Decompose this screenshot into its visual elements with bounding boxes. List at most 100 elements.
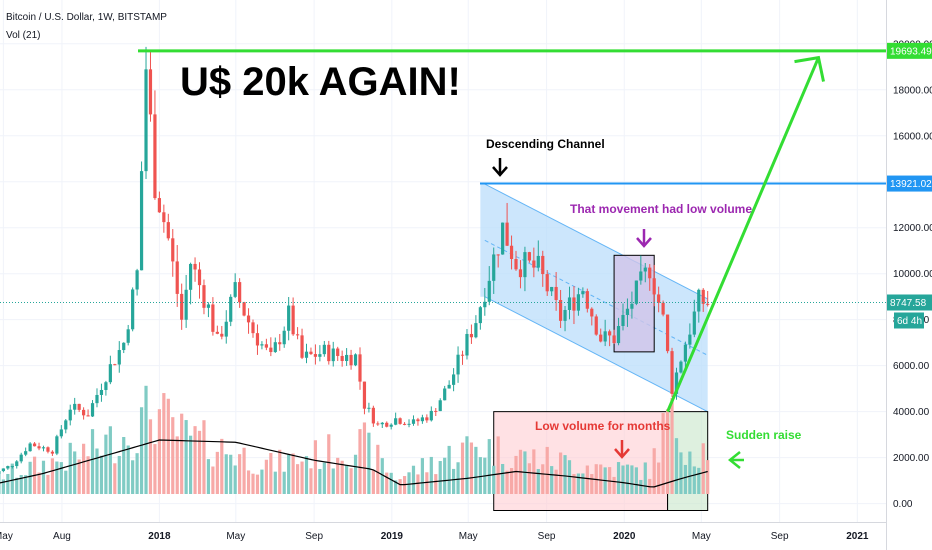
volume-bar — [581, 473, 585, 494]
volume-bar — [64, 470, 68, 494]
volume-bar — [184, 420, 188, 494]
candle-body — [501, 222, 505, 255]
volume-bar — [371, 469, 375, 494]
candle-body — [220, 333, 224, 337]
volume-bar — [576, 473, 581, 494]
volume-bar — [398, 479, 402, 494]
candle-body — [434, 410, 438, 412]
volume-bar — [211, 466, 215, 494]
volume-bar — [206, 459, 211, 494]
candle-body — [41, 447, 46, 449]
candle-body — [304, 351, 309, 358]
candle-body — [683, 344, 688, 362]
volume-bar — [599, 464, 603, 494]
symbol-title: Bitcoin / U.S. Dollar, 1W, BITSTAMP — [6, 12, 167, 23]
channel-upper-line — [484, 183, 708, 300]
volume-bar — [443, 457, 447, 494]
candle-body — [376, 423, 380, 425]
volume-bar — [425, 472, 429, 494]
candle-body — [104, 382, 108, 390]
candle-body — [362, 381, 367, 409]
candle-body — [1, 468, 5, 472]
volume-bar — [478, 457, 482, 494]
volume-bar — [505, 470, 509, 494]
candle-body — [206, 304, 211, 308]
volume-bar — [634, 467, 638, 494]
volume-bar — [550, 466, 554, 494]
volume-bar — [162, 393, 166, 494]
candle-body — [322, 344, 326, 355]
candle-body — [697, 289, 701, 312]
volume-bar — [304, 456, 309, 494]
volume-bar — [501, 463, 505, 494]
volume-bar — [572, 474, 576, 494]
candle-body — [126, 329, 130, 343]
candle-body — [229, 296, 233, 322]
candle-body — [171, 238, 175, 262]
candle-body — [32, 443, 37, 447]
volume-bar — [131, 460, 135, 494]
candle-body — [10, 466, 14, 468]
volume-bar — [215, 451, 219, 494]
y-tick-label: 0.00 — [893, 499, 913, 510]
plot-background — [0, 0, 886, 522]
candle-body — [443, 388, 447, 401]
x-tick-label: Sep — [538, 531, 556, 542]
volume-bar — [353, 454, 358, 494]
volume-bar — [126, 445, 130, 494]
candle-body — [64, 420, 68, 430]
candle-body — [474, 323, 478, 338]
candle-body — [483, 301, 487, 308]
volume-bar — [674, 438, 679, 494]
volume-bar — [496, 436, 500, 494]
volume-bar — [295, 464, 300, 494]
volume-bar — [558, 452, 563, 494]
volume-bar — [41, 460, 46, 494]
candle-body — [550, 286, 554, 292]
candle-body — [331, 348, 335, 362]
candle-body — [603, 331, 607, 342]
candle-body — [612, 335, 616, 344]
volume-bar — [447, 445, 451, 494]
candle-body — [0, 471, 1, 474]
candle-body — [291, 305, 295, 335]
candle-body — [398, 418, 402, 424]
annotation-boxes — [493, 254, 709, 511]
candle-body — [648, 267, 652, 279]
volume-bar — [171, 417, 175, 494]
volume-bar — [416, 474, 420, 494]
candle-body — [224, 321, 228, 337]
candle-body — [706, 303, 710, 305]
volume-bar — [327, 434, 331, 494]
candle-body — [465, 333, 469, 356]
volume-bar — [434, 474, 438, 494]
candle-body — [411, 419, 416, 424]
volume-bar — [536, 469, 540, 494]
projection-arrow-head — [794, 55, 825, 82]
candle-body — [24, 451, 28, 455]
last-price-tag: 8747.58 — [890, 298, 927, 309]
candle-body — [353, 354, 358, 366]
volume-bar — [117, 455, 121, 494]
x-tick-label: 2019 — [381, 531, 404, 542]
candle-body — [157, 198, 161, 213]
volume-bar — [139, 407, 144, 494]
candle-body — [148, 69, 153, 115]
volume-indicator-label[interactable]: Vol (21) — [6, 30, 40, 41]
candle-body — [55, 436, 59, 454]
candle-body — [692, 311, 696, 335]
volume-bar — [322, 462, 326, 494]
candle-body — [166, 222, 170, 239]
volume-bar — [652, 448, 656, 494]
candle-body — [505, 222, 509, 246]
volume-bar — [514, 455, 518, 494]
resistance-tag-bg — [887, 175, 932, 192]
channel-arrow-head — [492, 166, 508, 177]
countdown-tag: 6d 4h — [897, 316, 922, 327]
volume-bar — [585, 465, 589, 494]
candle-body — [385, 422, 389, 427]
candle-body — [193, 263, 197, 270]
candle-body — [394, 418, 398, 425]
volume-bar — [639, 479, 643, 494]
